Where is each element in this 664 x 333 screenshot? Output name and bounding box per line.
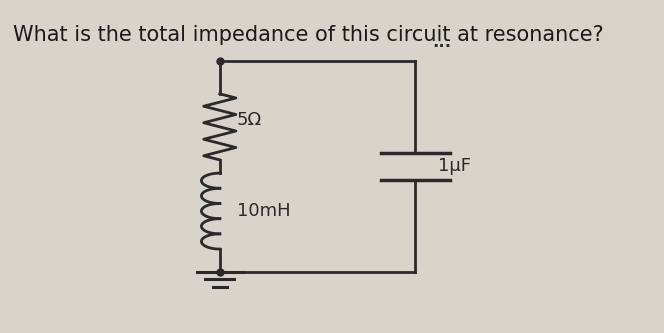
Text: 10mH: 10mH xyxy=(237,202,291,220)
Text: What is the total impedance of this circuit at resonance?: What is the total impedance of this circ… xyxy=(13,25,604,45)
Text: 5Ω: 5Ω xyxy=(237,111,262,129)
Text: 1μF: 1μF xyxy=(438,158,471,175)
Text: ...: ... xyxy=(432,33,452,51)
